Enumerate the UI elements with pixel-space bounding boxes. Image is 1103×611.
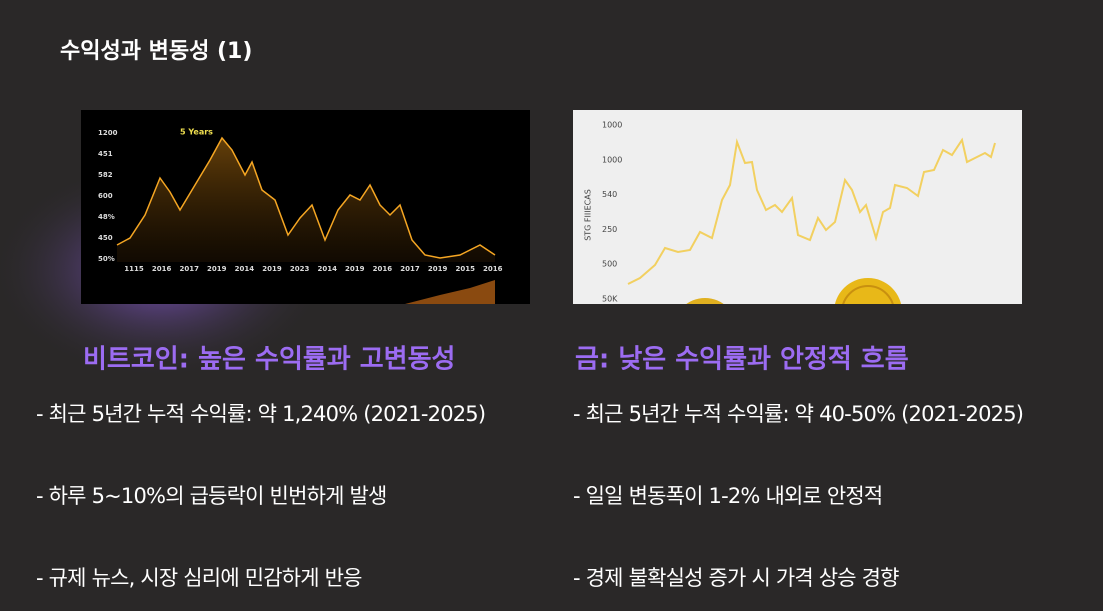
- section-heading: 금: 낮은 수익률과 안정적 흐름: [575, 345, 909, 375]
- y-tick-label: 1200: [98, 129, 118, 137]
- x-tick-label: 1115: [124, 265, 144, 273]
- bullet-item: - 규제 뉴스, 시장 심리에 민감하게 반응: [36, 566, 362, 590]
- x-tick-label: 2017: [400, 265, 420, 273]
- y-tick-label: 250: [602, 225, 617, 234]
- x-tick-label: 2023: [290, 265, 310, 273]
- x-tick-label: 2015: [455, 265, 475, 273]
- x-tick-label: 2017: [179, 265, 199, 273]
- gold-chart-image: STG FIIIECAS 1000 1000 540 250 500 50K: [573, 110, 1022, 304]
- y-tick-label: 450: [98, 234, 113, 242]
- x-tick-label: 2014: [317, 265, 337, 273]
- x-tick-label: 2016: [483, 265, 503, 273]
- y-axis-label: STG FIIIECAS: [584, 189, 593, 241]
- x-tick-label: 2019: [207, 265, 227, 273]
- bullet-item: - 일일 변동폭이 1-2% 내외로 안정적: [573, 484, 882, 508]
- bullet-item: - 최근 5년간 누적 수익률: 약 40-50% (2021-2025): [573, 402, 1023, 426]
- bitcoin-chart-image: 5 Years 1200 451 582 600 48% 450 50% 1115 2016 20…: [81, 110, 530, 304]
- section-heading: 비트코인: 높은 수익률과 고변동성: [83, 345, 455, 375]
- y-tick-label: 1000: [602, 155, 622, 164]
- y-tick-label: 600: [98, 192, 113, 200]
- x-tick-label: 2019: [345, 265, 365, 273]
- y-tick-label: 50%: [98, 255, 115, 263]
- y-tick-label: 50K: [602, 295, 618, 304]
- x-tick-label: 2014: [235, 265, 255, 273]
- chart-annotation: 5 Years: [180, 128, 213, 137]
- y-tick-label: 540: [602, 190, 617, 199]
- y-tick-label: 582: [98, 171, 113, 179]
- x-tick-label: 2016: [373, 265, 393, 273]
- x-tick-label: 2016: [152, 265, 172, 273]
- y-tick-label: 1000: [602, 121, 622, 130]
- slide-title: 수익성과 변동성 (1): [60, 39, 252, 64]
- bullet-item: - 경제 불확실성 증가 시 가격 상승 경향: [573, 566, 899, 590]
- y-tick-label: 48%: [98, 213, 115, 221]
- bullet-item: - 하루 5~10%의 급등락이 빈번하게 발생: [36, 484, 387, 508]
- x-tick-label: 2019: [428, 265, 448, 273]
- y-tick-label: 451: [98, 150, 113, 158]
- y-tick-label: 500: [602, 260, 617, 269]
- bullet-item: - 최근 5년간 누적 수익률: 약 1,240% (2021-2025): [36, 402, 485, 426]
- x-tick-label: 2019: [262, 265, 282, 273]
